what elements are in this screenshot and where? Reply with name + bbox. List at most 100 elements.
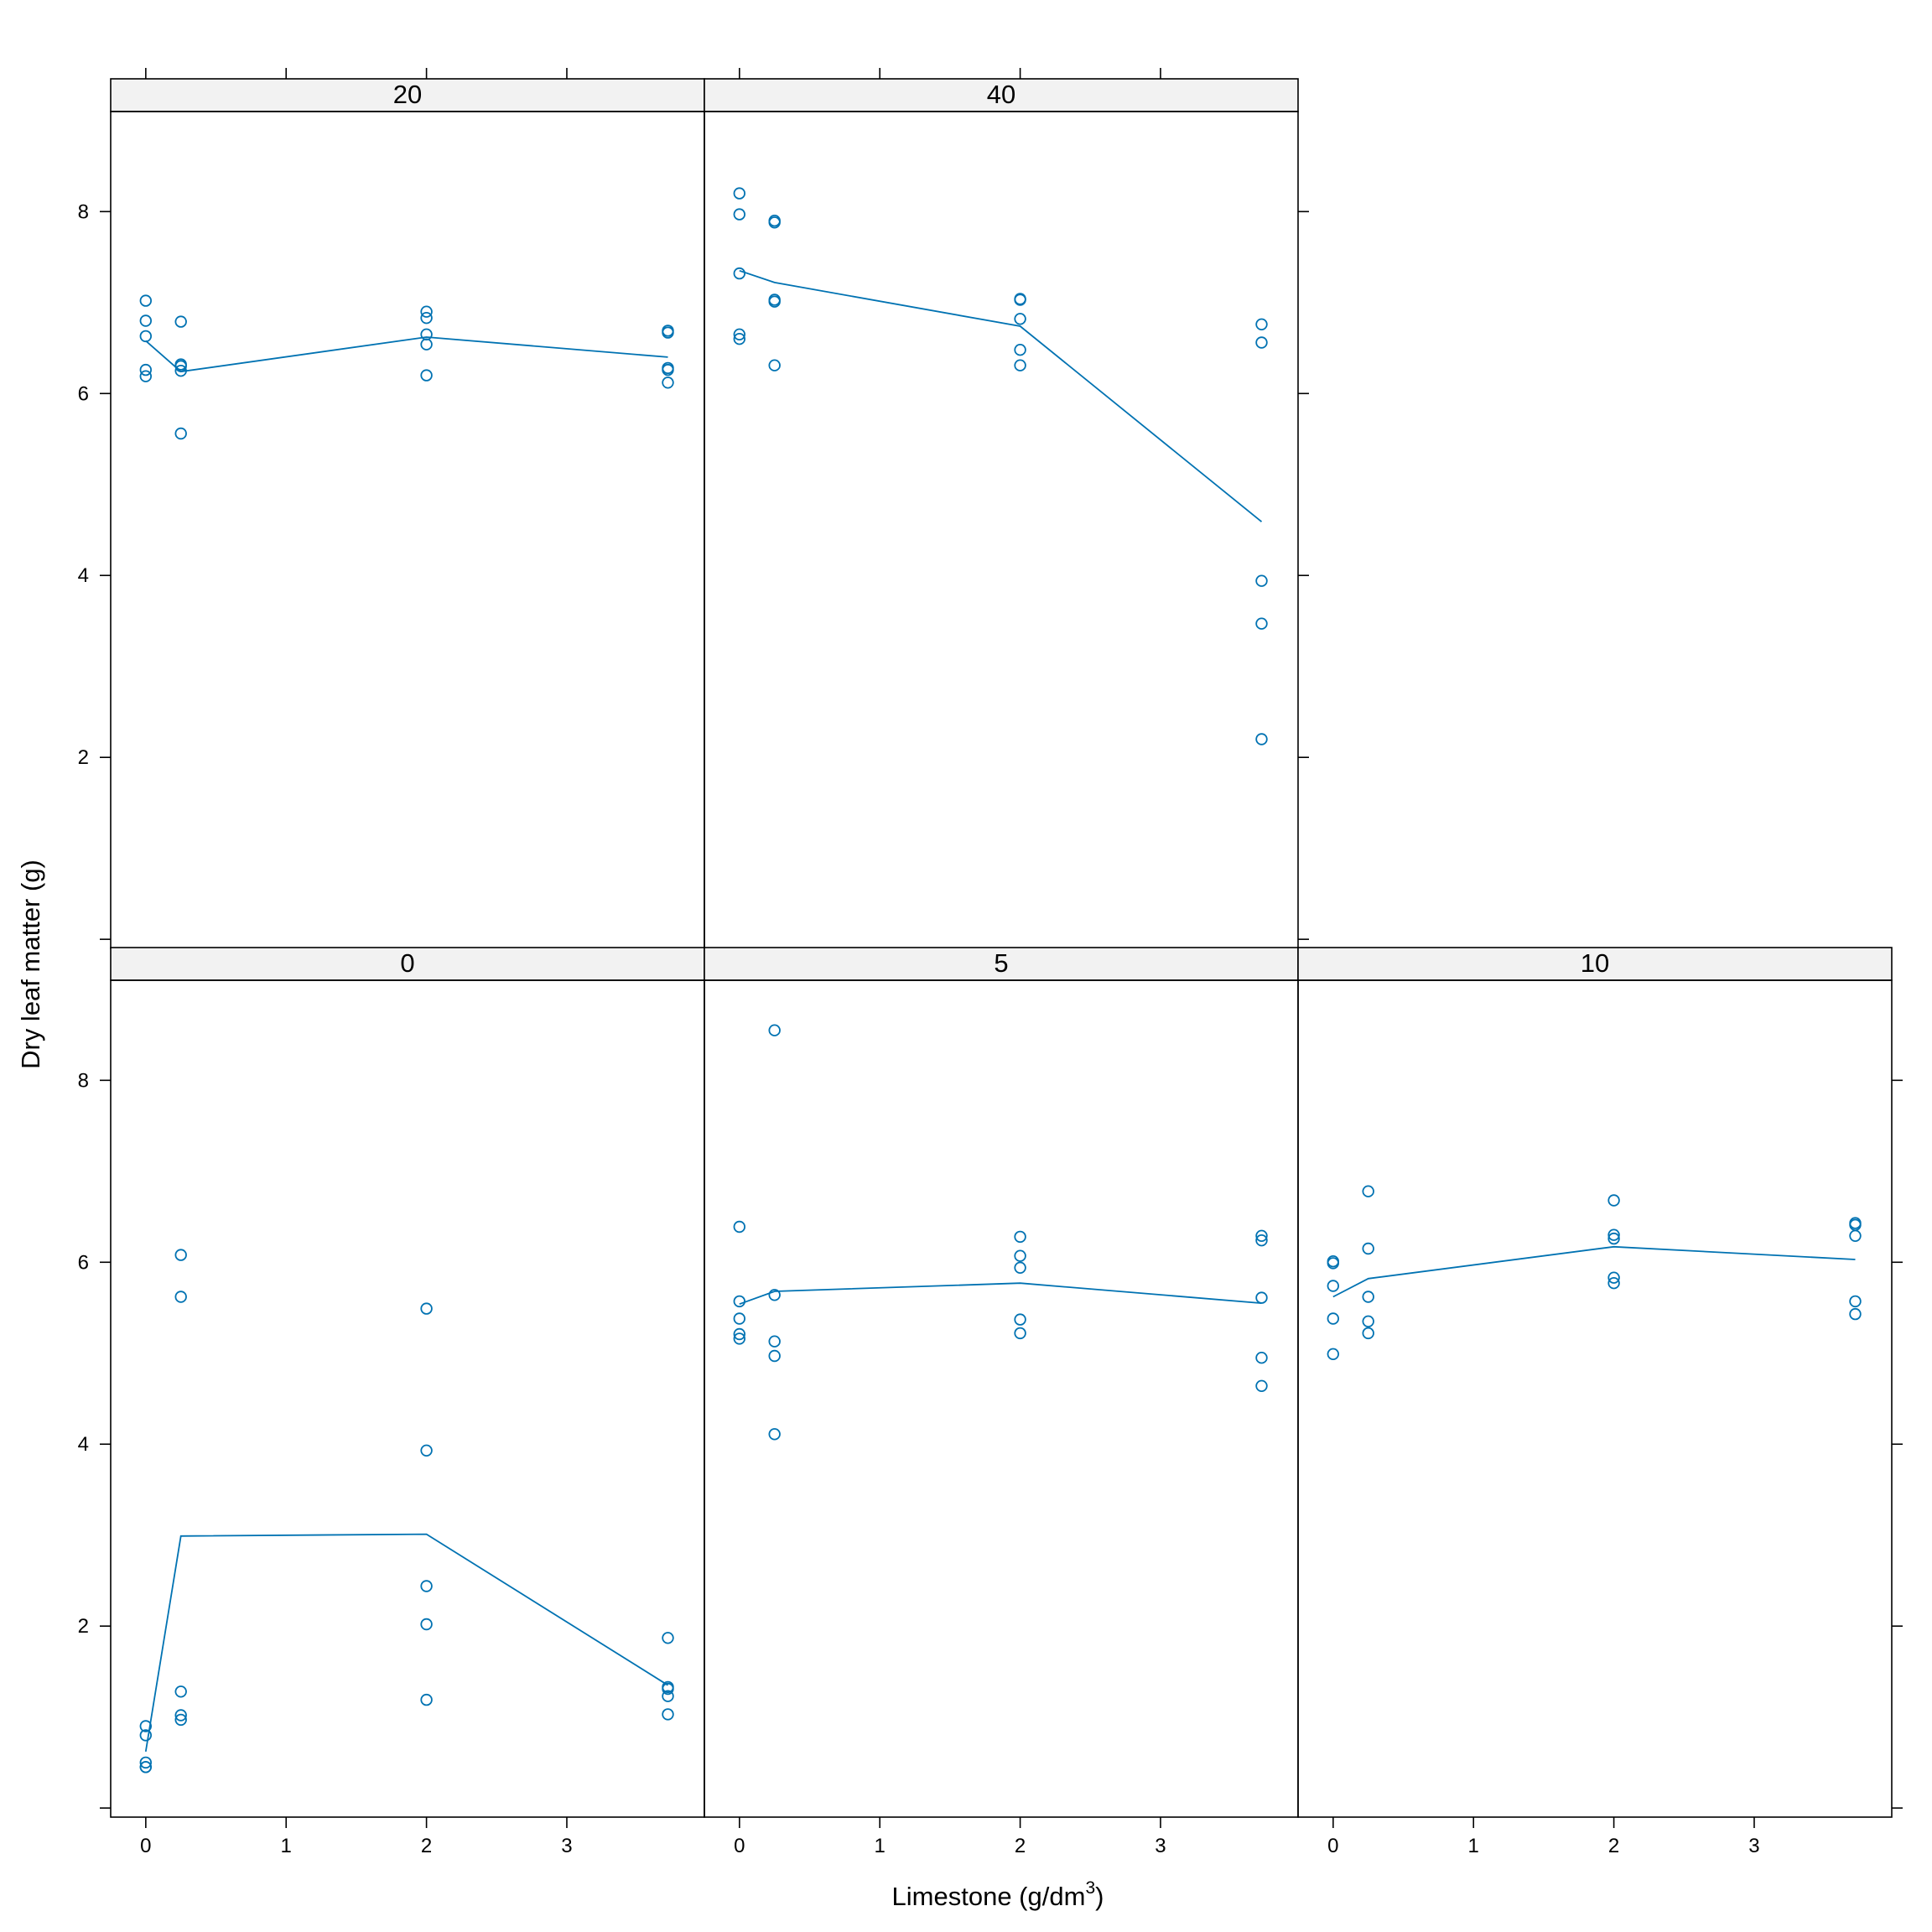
- y-tick-label: 4: [78, 564, 89, 587]
- data-point: [139, 294, 153, 307]
- data-point: [139, 1729, 153, 1742]
- data-point: [174, 1685, 187, 1698]
- strip-label-0: 0: [400, 948, 414, 978]
- data-point: [1607, 1276, 1620, 1290]
- data-point: [1362, 1327, 1374, 1340]
- panel-border-20: [110, 111, 705, 949]
- data-point: [1255, 1229, 1268, 1243]
- mean-line-40: [739, 269, 1263, 522]
- strip-label-20: 20: [393, 80, 422, 109]
- data-point: [1255, 318, 1268, 331]
- data-point: [1014, 1327, 1026, 1340]
- data-point: [1255, 1291, 1268, 1304]
- strip-5: [704, 947, 1299, 981]
- data-point: [1014, 1261, 1026, 1275]
- data-point: [662, 1708, 674, 1721]
- data-point: [768, 1289, 781, 1301]
- x-tick-label: 0: [140, 1835, 151, 1857]
- data-point: [733, 1312, 746, 1325]
- mean-line-10: [1332, 1245, 1856, 1298]
- y-tick-label: 4: [78, 1433, 89, 1456]
- data-point: [768, 1428, 781, 1441]
- data-point: [174, 1709, 187, 1722]
- strip-40: [704, 78, 1299, 112]
- data-point: [1255, 336, 1268, 349]
- x-tick-label: 1: [1468, 1835, 1479, 1857]
- x-tick-label: 0: [734, 1835, 745, 1857]
- data-point: [1607, 1228, 1620, 1241]
- data-point: [662, 1682, 674, 1696]
- panel-20: 20: [110, 78, 705, 949]
- data-point: [768, 1024, 781, 1036]
- axes-layer: 0 1 2 3 0 1 2 3 0 1 2 3 2 4 6 8 2 4 6 8: [78, 68, 1903, 1857]
- data-point: [1607, 1232, 1620, 1245]
- data-point: [733, 1220, 746, 1233]
- data-point: [420, 1302, 433, 1315]
- data-point: [1849, 1229, 1862, 1243]
- data-point: [1327, 1348, 1340, 1361]
- data-point: [733, 1332, 746, 1345]
- data-point: [768, 1335, 781, 1348]
- y-tick-label: 6: [78, 382, 89, 405]
- panel-border-0: [110, 979, 705, 1818]
- data-point: [174, 365, 187, 377]
- data-point: [1327, 1280, 1340, 1292]
- data-point: [174, 1249, 187, 1261]
- data-point: [420, 1580, 433, 1592]
- data-point: [662, 326, 674, 339]
- strip-label-40: 40: [987, 80, 1015, 109]
- data-point: [1362, 1242, 1374, 1255]
- data-point: [662, 377, 674, 389]
- data-point: [1607, 1194, 1620, 1207]
- data-point: [1014, 293, 1026, 306]
- data-point: [139, 1756, 153, 1769]
- x-tick-label: 0: [1327, 1835, 1338, 1857]
- data-point: [139, 330, 153, 343]
- data-point: [1362, 1291, 1374, 1303]
- x-tick-label: 3: [1155, 1835, 1166, 1857]
- data-point: [1255, 1379, 1268, 1393]
- data-point: [420, 1693, 433, 1706]
- data-point: [139, 1720, 153, 1732]
- x-axis-title-superscript: 3: [1085, 1878, 1095, 1898]
- data-point: [174, 427, 187, 440]
- panel-border-10: [1297, 979, 1893, 1818]
- data-point: [733, 187, 746, 200]
- panel-5: 5: [704, 947, 1299, 1818]
- panels-layer: 20 40 0 5 10: [110, 78, 1893, 1818]
- data-point: [1607, 1271, 1620, 1284]
- data-point: [174, 360, 187, 372]
- data-point: [139, 370, 153, 382]
- data-point: [139, 314, 153, 327]
- data-point: [1255, 1351, 1268, 1364]
- data-point: [1255, 617, 1268, 630]
- data-point: [1849, 1295, 1862, 1308]
- x-tick-label: 2: [1015, 1835, 1026, 1857]
- y-tick-label: 8: [78, 1069, 89, 1092]
- data-point: [733, 1295, 746, 1308]
- data-point: [768, 1349, 781, 1363]
- data-point: [174, 315, 187, 328]
- data-point: [733, 208, 746, 221]
- data-point: [1255, 574, 1268, 587]
- y-axis-title: Dry leaf matter (g): [16, 860, 45, 1069]
- data-point: [768, 295, 781, 308]
- data-point: [174, 1291, 187, 1303]
- data-point: [1327, 1312, 1340, 1325]
- data-point: [1014, 1230, 1026, 1244]
- data-point: [768, 359, 781, 371]
- data-point: [1014, 1313, 1026, 1326]
- strip-label-10: 10: [1581, 948, 1609, 978]
- x-tick-label: 3: [1748, 1835, 1759, 1857]
- x-axis-title-suffix: ): [1095, 1882, 1104, 1911]
- x-tick-label: 2: [421, 1835, 432, 1857]
- data-point: [420, 338, 433, 351]
- y-tick-label: 8: [78, 200, 89, 223]
- data-point: [420, 1444, 433, 1457]
- panel-border-40: [704, 111, 1299, 949]
- data-point: [1014, 313, 1026, 325]
- strip-20: [110, 78, 705, 112]
- data-point: [662, 1690, 674, 1702]
- data-point: [139, 363, 153, 377]
